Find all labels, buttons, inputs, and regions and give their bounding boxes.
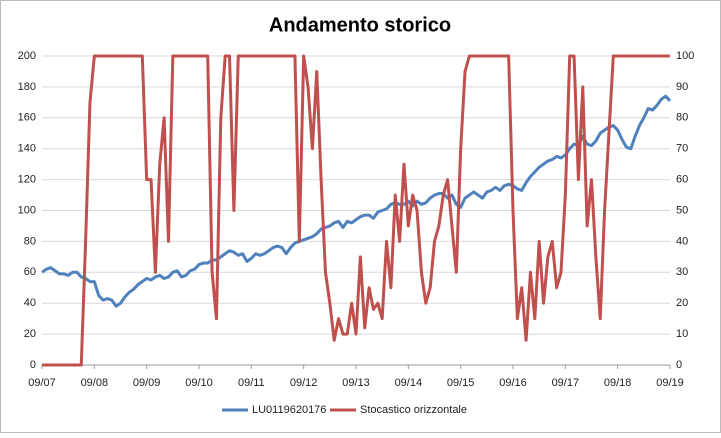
y2-tick-label: 20	[676, 297, 688, 309]
y-tick-label: 20	[24, 328, 36, 340]
x-tick-label: 09/08	[81, 377, 109, 389]
y2-tick-label: 40	[676, 235, 688, 247]
x-tick-label: 09/16	[499, 377, 527, 389]
y-tick-label: 40	[24, 297, 36, 309]
y2-tick-label: 100	[676, 50, 694, 62]
y2-tick-label: 90	[676, 81, 688, 93]
y-tick-label: 100	[18, 204, 36, 216]
y2-tick-label: 80	[676, 112, 688, 124]
y-tick-label: 0	[30, 359, 36, 371]
y-tick-label: 200	[18, 50, 36, 62]
y2-tick-label: 60	[676, 174, 688, 186]
y-tick-label: 80	[24, 235, 36, 247]
y2-tick-label: 10	[676, 328, 688, 340]
chart-title: Andamento storico	[269, 14, 451, 36]
y-tick-label: 160	[18, 112, 36, 124]
y2-tick-label: 50	[676, 204, 688, 216]
x-tick-label: 09/11	[238, 377, 265, 389]
y-tick-label: 140	[18, 143, 36, 155]
x-tick-label: 09/09	[133, 377, 161, 389]
legend-label: LU0119620176	[252, 404, 326, 416]
y2-tick-label: 70	[676, 143, 688, 155]
y2-tick-label: 0	[676, 359, 682, 371]
x-tick-label: 09/17	[552, 377, 580, 389]
y2-tick-label: 30	[676, 266, 688, 278]
legend-label: Stocastico orizzontale	[360, 404, 467, 416]
y-tick-label: 120	[18, 174, 36, 186]
x-tick-label: 09/14	[395, 377, 423, 389]
x-tick-label: 09/10	[185, 377, 213, 389]
x-tick-label: 09/13	[342, 377, 370, 389]
y-tick-label: 180	[18, 81, 36, 93]
x-tick-label: 09/18	[604, 377, 632, 389]
x-tick-label: 09/19	[656, 377, 684, 389]
series-line	[42, 54, 670, 367]
x-tick-label: 09/07	[28, 377, 56, 389]
y-tick-label: 60	[24, 266, 36, 278]
x-tick-label: 09/15	[447, 377, 475, 389]
x-tick-label: 09/12	[290, 377, 318, 389]
